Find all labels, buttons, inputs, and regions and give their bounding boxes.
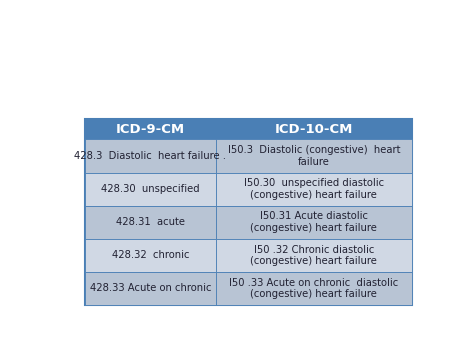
FancyBboxPatch shape xyxy=(85,140,216,173)
FancyBboxPatch shape xyxy=(216,140,412,173)
Text: I50.31 Acute diastolic
(congestive) heart failure: I50.31 Acute diastolic (congestive) hear… xyxy=(250,212,377,233)
Text: I50 .33 Acute on chronic  diastolic
(congestive) heart failure: I50 .33 Acute on chronic diastolic (cong… xyxy=(229,278,399,299)
FancyBboxPatch shape xyxy=(85,173,216,206)
FancyBboxPatch shape xyxy=(85,119,412,305)
Text: I50.3  Diastolic (congestive)  heart
failure: I50.3 Diastolic (congestive) heart failu… xyxy=(228,145,400,167)
FancyBboxPatch shape xyxy=(216,206,412,239)
Text: ICD-10-CM: ICD-10-CM xyxy=(274,123,353,136)
FancyBboxPatch shape xyxy=(85,119,216,140)
FancyBboxPatch shape xyxy=(216,173,412,206)
Text: 428.31  acute: 428.31 acute xyxy=(116,217,185,227)
FancyBboxPatch shape xyxy=(216,272,412,305)
FancyBboxPatch shape xyxy=(85,206,216,239)
FancyBboxPatch shape xyxy=(216,239,412,272)
Text: 428.3  Diastolic  heart failure .: 428.3 Diastolic heart failure . xyxy=(74,151,227,161)
FancyBboxPatch shape xyxy=(216,119,412,140)
Text: I50 .32 Chronic diastolic
(congestive) heart failure: I50 .32 Chronic diastolic (congestive) h… xyxy=(250,245,377,266)
FancyBboxPatch shape xyxy=(85,272,216,305)
FancyBboxPatch shape xyxy=(85,239,216,272)
Text: 428.33 Acute on chronic: 428.33 Acute on chronic xyxy=(90,283,211,294)
Text: I50.30  unspecified diastolic
(congestive) heart failure: I50.30 unspecified diastolic (congestive… xyxy=(244,178,384,200)
Text: ICD-9-CM: ICD-9-CM xyxy=(116,123,185,136)
Text: 428.30  unspecified: 428.30 unspecified xyxy=(101,184,200,194)
Text: 428.32  chronic: 428.32 chronic xyxy=(111,250,189,260)
